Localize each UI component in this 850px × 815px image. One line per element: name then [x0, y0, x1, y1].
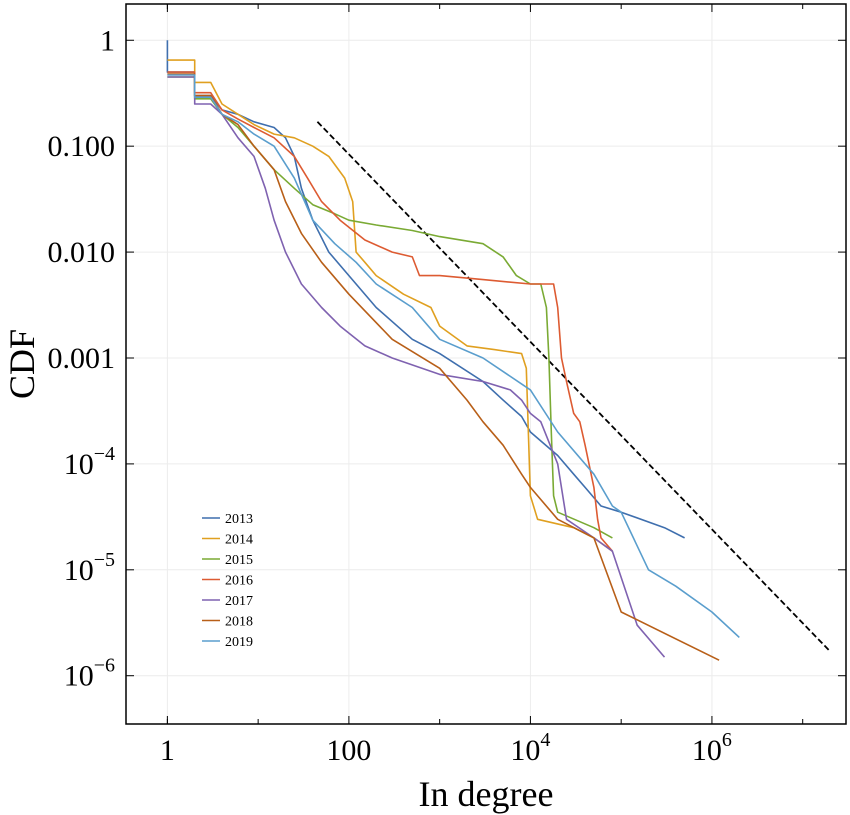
legend-label-2019: 2019 — [225, 635, 253, 650]
series-line-2017 — [167, 76, 666, 658]
x-tick-labels: 1 100 104 106 — [160, 729, 732, 767]
legend-label-2014: 2014 — [225, 533, 253, 548]
series-line-2013 — [166, 40, 685, 539]
legend-label-2015: 2015 — [225, 553, 253, 568]
series-layer — [166, 40, 740, 661]
x-tick-label: 1 — [160, 734, 175, 767]
y-tick-label: 10−4 — [64, 443, 115, 481]
y-tick-label: 1 — [100, 24, 115, 57]
reference-slope-line — [316, 121, 831, 652]
legend-label-2018: 2018 — [225, 615, 253, 630]
y-tick-label: 10−5 — [64, 549, 115, 587]
y-tick-label: 0.010 — [48, 236, 116, 269]
series-line-2014 — [167, 59, 613, 552]
x-tick-label: 104 — [510, 729, 550, 767]
legend-label-2016: 2016 — [225, 574, 253, 589]
legend-label-2017: 2017 — [225, 594, 253, 609]
series-line-2015 — [167, 76, 613, 539]
y-tick-label: 0.100 — [48, 130, 116, 163]
tick-marks — [126, 4, 846, 724]
x-tick-label: 106 — [692, 729, 732, 767]
y-tick-label: 0.001 — [48, 342, 116, 375]
legend: 2013 2014 2015 2016 2017 2018 2019 — [202, 512, 253, 650]
x-tick-label: 100 — [326, 734, 371, 767]
y-axis-title: CDF — [2, 329, 42, 399]
series-line-2018 — [167, 73, 720, 661]
y-tick-labels: 1 0.100 0.010 0.001 10−4 10−5 10−6 — [48, 24, 116, 692]
plot-frame — [125, 3, 847, 725]
x-axis-title: In degree — [419, 774, 554, 814]
legend-label-2013: 2013 — [225, 512, 253, 527]
series-line-2016 — [167, 71, 614, 552]
reference-line-layer — [316, 121, 831, 652]
series-line-2019 — [167, 74, 740, 638]
y-tick-label: 10−6 — [64, 655, 115, 693]
